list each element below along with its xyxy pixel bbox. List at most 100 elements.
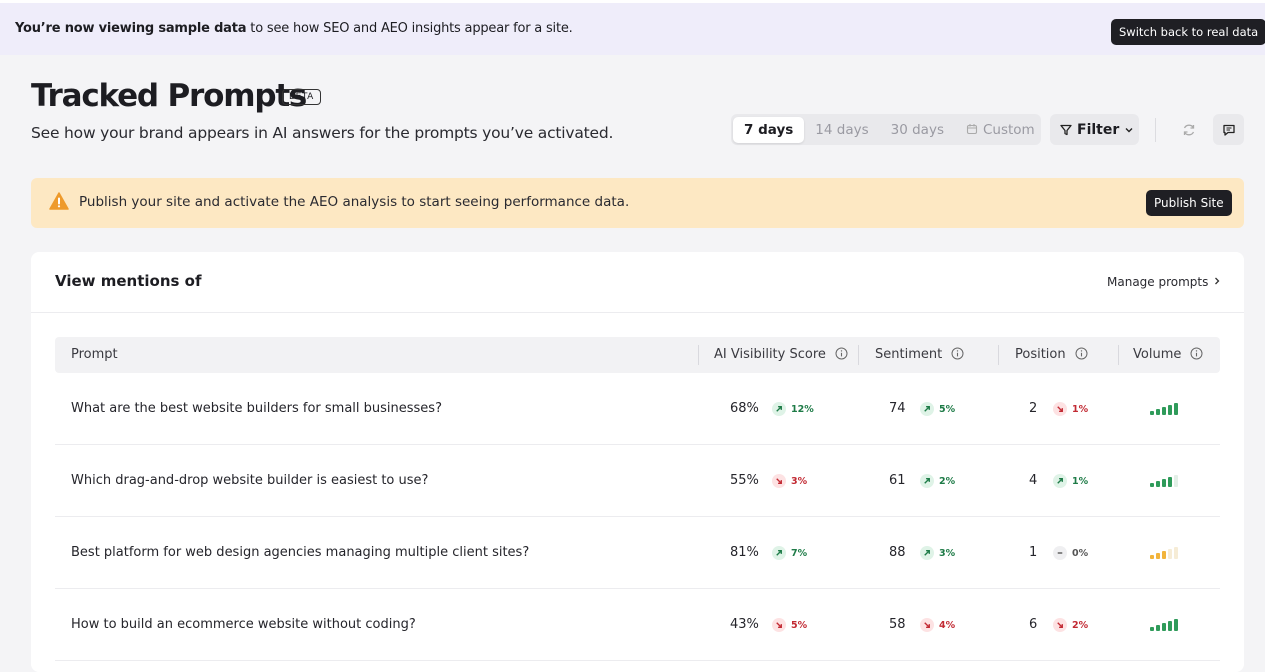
volume-bar [1168, 549, 1172, 559]
info-icon [1190, 347, 1203, 360]
banner-lead: You’re now viewing sample data [15, 21, 247, 36]
volume-bars [1150, 547, 1178, 559]
volume-bar [1174, 475, 1178, 487]
volume-bar [1162, 407, 1166, 415]
volume-bar [1168, 405, 1172, 415]
change-value: 1% [1072, 403, 1089, 415]
column-header: Prompt [71, 347, 118, 362]
change-value: 4% [939, 619, 956, 631]
trend-icon [1053, 618, 1067, 632]
volume-bar [1150, 555, 1154, 559]
sentiment-score: 58 [889, 617, 906, 632]
volume-bar [1150, 627, 1154, 631]
volume-bar [1174, 403, 1178, 415]
change-badge: 7% [772, 546, 807, 560]
trend-arrow [776, 478, 782, 484]
table-row[interactable]: Best platform for web design agencies ma… [55, 517, 1220, 589]
range-option[interactable]: 30 days [880, 117, 955, 143]
comment-button[interactable] [1213, 114, 1244, 145]
volume-bar [1174, 619, 1178, 631]
refresh-icon [1183, 124, 1194, 135]
sentiment-score: 61 [889, 473, 906, 488]
filter-icon [1060, 124, 1072, 135]
range-option[interactable]: 14 days [804, 117, 879, 143]
sample-banner: You’re now viewing sample data to see ho… [0, 0, 1265, 55]
trend-arrow [924, 406, 930, 412]
calendar-icon [966, 123, 978, 134]
info-icon [835, 347, 848, 360]
trend-icon [920, 546, 934, 560]
trend-arrow [776, 622, 782, 628]
banner-text: to see how SEO and AEO insights appear f… [250, 21, 573, 36]
volume-bars [1150, 475, 1178, 487]
prompt-text: How to build an ecommerce website withou… [71, 617, 416, 632]
manage-label: Manage prompts [1107, 275, 1209, 289]
change-badge: 1% [1053, 474, 1088, 488]
trend-icon [1053, 402, 1067, 416]
panel-title: View mentions of [55, 272, 202, 290]
visibility-score: 81% [730, 545, 759, 560]
volume-bar [1162, 479, 1166, 487]
publish-button[interactable]: Publish Site [1146, 190, 1232, 216]
table-row[interactable]: What are the best website builders for s… [55, 373, 1220, 445]
trend-arrow [924, 478, 930, 484]
sentiment-score: 88 [889, 545, 906, 560]
column-header: Position [1015, 347, 1088, 362]
prompt-text: Which drag-and-drop website builder is e… [71, 473, 429, 488]
position-value: 1 [1029, 545, 1038, 560]
volume-bar [1174, 547, 1178, 559]
banner-message: You’re now viewing sample data to see ho… [15, 21, 573, 36]
visibility-score: 55% [730, 473, 759, 488]
volume-bar [1168, 477, 1172, 487]
column-header: Volume [1133, 347, 1203, 362]
chevron [1125, 127, 1133, 132]
change-badge: 4% [920, 618, 955, 632]
volume-bar [1162, 623, 1166, 631]
change-value: 5% [939, 403, 956, 415]
change-badge: 1% [1053, 402, 1088, 416]
trend-icon [1053, 546, 1067, 560]
info-icon [1075, 347, 1088, 360]
table-row[interactable]: Which drag-and-drop website builder is e… [55, 445, 1220, 517]
position-value: 6 [1029, 617, 1038, 632]
switch-button[interactable]: Switch back to real data [1111, 19, 1265, 45]
change-value: 5% [791, 619, 808, 631]
divider [31, 312, 1244, 313]
trend-icon [1053, 474, 1067, 488]
range-label: 30 days [890, 121, 944, 138]
range-label: Custom [982, 121, 1035, 138]
info-icon [951, 347, 964, 360]
manage-link[interactable]: Manage prompts [1107, 275, 1222, 289]
change-badge: 5% [772, 618, 807, 632]
trend-icon [920, 474, 934, 488]
trend-arrow [924, 550, 930, 556]
trend-icon [920, 402, 934, 416]
column-separator [858, 345, 859, 365]
change-badge: 0% [1053, 546, 1088, 560]
range-option[interactable]: 7 days [733, 116, 805, 143]
page-title: Tracked Prompts [31, 78, 307, 114]
divider [1155, 118, 1156, 142]
trend-arrow [924, 622, 930, 628]
volume-bar [1150, 411, 1154, 415]
volume-bar [1156, 409, 1160, 415]
alert-text: Publish your site and activate the AEO a… [79, 194, 630, 210]
trend-arrow [1057, 478, 1063, 484]
volume-bar [1168, 621, 1172, 631]
table-row[interactable]: How to build an ecommerce website withou… [55, 589, 1220, 661]
refresh-button[interactable] [1173, 114, 1204, 145]
trend-arrow [1057, 552, 1063, 554]
range-label: 14 days [815, 121, 869, 138]
warning-icon [49, 192, 69, 210]
trend-arrow [776, 406, 782, 412]
trend-icon [772, 474, 786, 488]
volume-bar [1156, 625, 1160, 631]
sentiment-score: 74 [889, 401, 906, 416]
trend-icon [772, 546, 786, 560]
chevron [1215, 277, 1220, 285]
filter-button[interactable]: Filter [1050, 114, 1139, 145]
volume-bar [1156, 553, 1160, 559]
range-option[interactable]: Custom [955, 117, 1046, 143]
change-value: 0% [1072, 547, 1089, 559]
table-header: Prompt AI Visibility Score Sentiment Positi… [55, 337, 1220, 373]
